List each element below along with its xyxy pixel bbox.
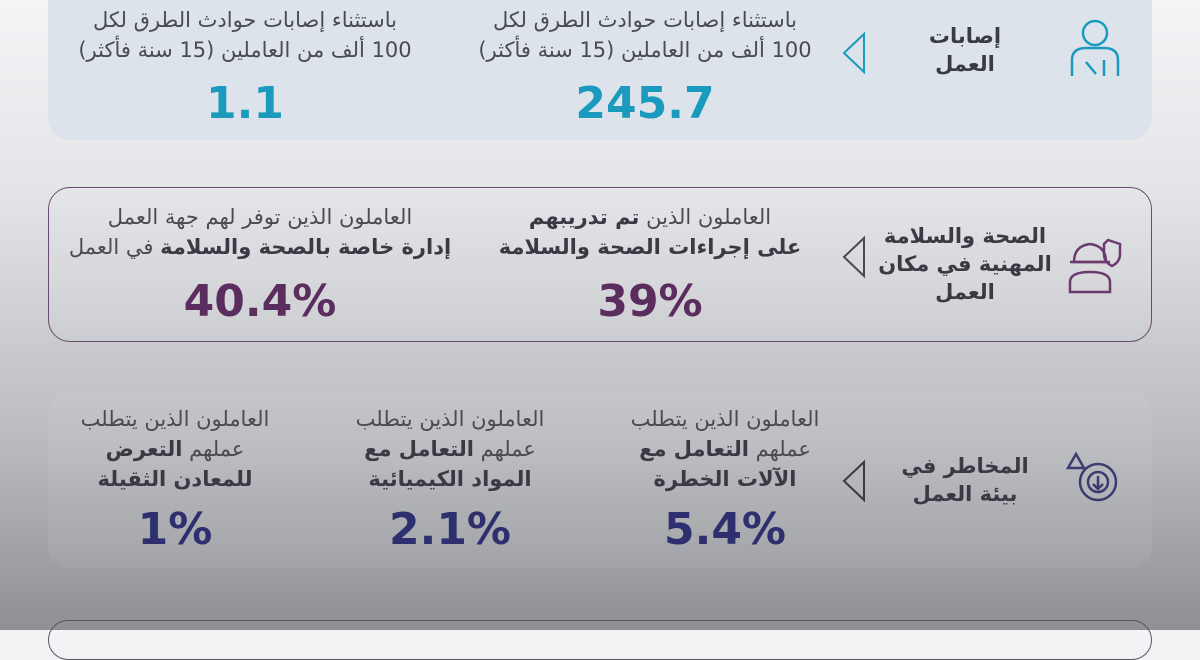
text-line: العاملون الذين توفر لهم جهة العمل [60,202,460,232]
label-line: بيئة العمل [912,482,1018,506]
card [48,187,1152,342]
chevron [842,235,865,279]
text-line: 100 ألف من العاملين (15 سنة فأكثر) [445,35,845,65]
label-line: إصابات [928,24,1002,48]
text-segment: 100 ألف من العاملين (15 سنة فأكثر) [78,38,412,62]
text-segment: التعرض [105,437,183,461]
section-label: الصحة والسلامة المهنية في مكان العمل [870,222,1060,306]
text-line: باستثناء إصابات حوادث الطرق لكل [45,5,445,35]
label-line: العمل [935,52,995,76]
stat-description: العاملون الذين توفر لهم جهة العمل إدارة خ… [60,202,460,262]
text-line: المواد الكيميائية [250,464,650,494]
text-segment: عملهم [473,437,536,461]
text-segment: التعامل مع [364,437,474,461]
stat-value: 1% [137,504,213,555]
text-segment: 100 ألف من العاملين (15 سنة فأكثر) [478,38,812,62]
text-segment: في العمل [68,235,161,259]
safety-icon [1068,238,1122,294]
text-line: للمعادن الثقيلة [0,464,375,494]
text-segment: العاملون الذين يتطلب [80,407,270,431]
text-segment: عملهم [748,437,811,461]
text-segment: العاملون الذين يتطلب [630,407,820,431]
chevron [842,31,865,75]
stat-description: العاملون الذين تم تدريبهم على إجراءات الص… [450,202,850,262]
text-segment: عملهم [182,437,245,461]
stat-description: باستثناء إصابات حوادث الطرق لكل 100 ألف م… [445,5,845,65]
chevron [842,459,865,503]
text-line: الآلات الخطرة [525,464,925,494]
text-segment: إدارة خاصة بالصحة والسلامة [160,235,452,259]
text-segment: العاملون الذين يتطلب [355,407,545,431]
text-segment: على إجراءات الصحة والسلامة [498,235,802,259]
text-segment: باستثناء إصابات حوادث الطرق لكل [493,8,797,32]
text-line: باستثناء إصابات حوادث الطرق لكل [445,5,845,35]
text-segment: باستثناء إصابات حوادث الطرق لكل [93,8,397,32]
section-label: المخاطر في بيئة العمل [870,452,1060,508]
label-line: المخاطر في [901,454,1029,478]
label-line: الصحة والسلامة [883,224,1047,248]
card [48,390,1152,568]
stat-value: 245.7 [575,78,715,129]
text-line: إدارة خاصة بالصحة والسلامة في العمل [60,232,460,262]
text-segment: تم تدريبهم [528,205,640,229]
stat-description: العاملون الذين يتطلب عملهم التعامل مع المو… [250,404,650,494]
stat-value: 40.4% [183,276,337,327]
stat-description: باستثناء إصابات حوادث الطرق لكل 100 ألف م… [45,5,445,65]
text-segment: للمعادن الثقيلة [97,467,253,491]
card [48,620,1152,660]
text-line: عملهم التعامل مع [250,434,650,464]
stat-value: 5.4% [663,504,787,555]
text-line: العاملون الذين تم تدريبهم [450,202,850,232]
section-label: إصابات العمل [870,22,1060,78]
stat-description: العاملون الذين يتطلب عملهم التعرض للمعادن … [0,404,375,494]
stat-value: 2.1% [388,504,512,555]
text-line: عملهم التعامل مع [525,434,925,464]
text-line: العاملون الذين يتطلب [525,404,925,434]
hazard-icon [1066,451,1118,502]
text-line: 100 ألف من العاملين (15 سنة فأكثر) [45,35,445,65]
text-line: العاملون الذين يتطلب [0,404,375,434]
stat-value: 39% [597,276,703,327]
label-line: العمل [935,280,995,304]
text-segment: المواد الكيميائية [368,467,532,491]
text-segment: العاملون الذين توفر لهم جهة العمل [107,205,413,229]
card [48,0,1152,140]
text-segment: التعامل مع [639,437,749,461]
worker-icon [1070,19,1120,76]
text-line: على إجراءات الصحة والسلامة [450,232,850,262]
stat-value: 1.1 [206,78,284,129]
text-segment: العاملون الذين [639,205,772,229]
text-line: العاملون الذين يتطلب [250,404,650,434]
text-segment: الآلات الخطرة [653,467,797,491]
label-line: المهنية في مكان [878,252,1052,276]
text-line: عملهم التعرض [0,434,375,464]
stat-description: العاملون الذين يتطلب عملهم التعامل مع الآل… [525,404,925,494]
